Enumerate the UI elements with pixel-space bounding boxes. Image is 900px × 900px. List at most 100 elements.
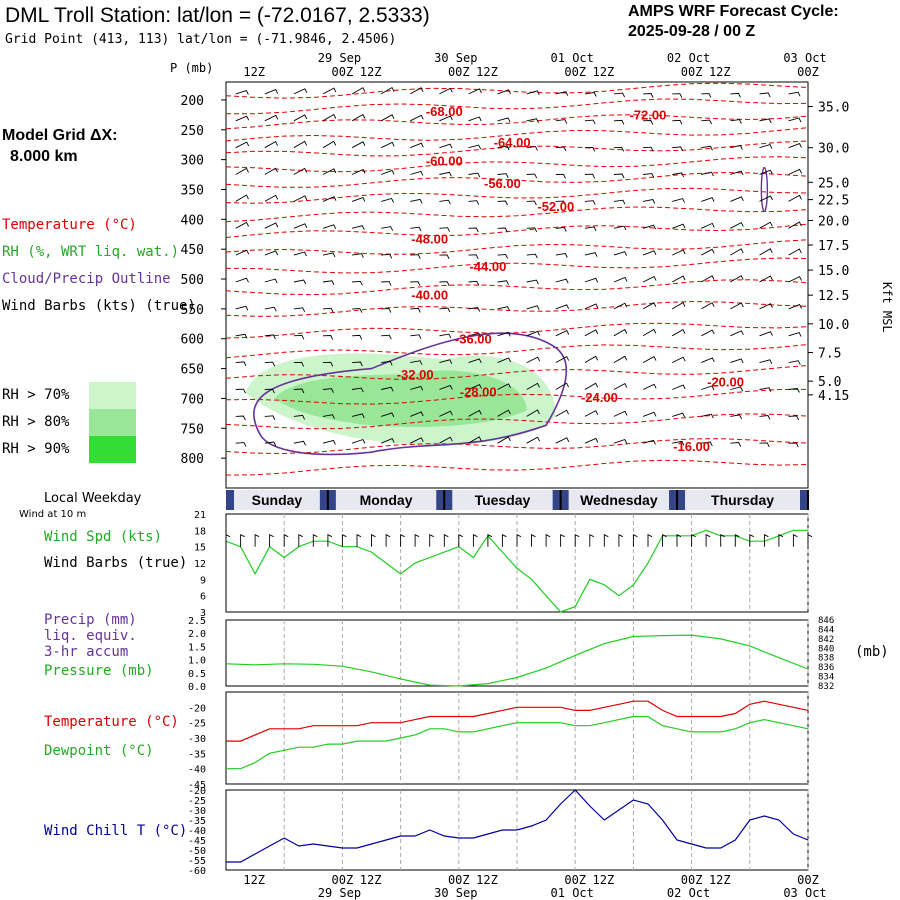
wind-barb xyxy=(439,410,453,417)
wind-barb xyxy=(555,409,570,417)
temperature-contour-label: -40.00 xyxy=(411,288,448,303)
wind-barb xyxy=(264,140,279,149)
wind-barb xyxy=(701,222,715,229)
wind-barb xyxy=(264,250,279,256)
wind-barb xyxy=(613,251,628,256)
surface-wind-barb xyxy=(240,533,245,547)
cycle-date: 2025-09-28 / 00 Z xyxy=(628,23,756,40)
wind-barb xyxy=(759,195,773,202)
top-date-label: 29 Sep xyxy=(318,51,361,65)
wind-barb xyxy=(352,361,363,367)
bottom-hour-label: 12Z xyxy=(476,873,498,887)
surface-wind-barb xyxy=(676,533,682,547)
wind-panel-tick-label: 12 xyxy=(194,559,206,570)
kft-tick-label: 30.0 xyxy=(818,142,849,157)
surface-wind-barb xyxy=(807,533,813,547)
temperature-contour-label: -44.00 xyxy=(469,259,506,274)
temperature-line xyxy=(226,700,809,742)
grid-point-subtitle: Grid Point (413, 113) lat/lon = (-71.984… xyxy=(5,32,397,47)
temperature-contour xyxy=(225,140,809,157)
wind-barb xyxy=(497,409,511,417)
wind-barb xyxy=(322,280,335,286)
cycle-title: AMPS WRF Forecast Cycle: xyxy=(628,3,839,20)
wind-barb xyxy=(759,144,773,149)
wind-barb xyxy=(439,307,451,313)
wind-barb xyxy=(381,438,395,444)
wind-barb xyxy=(322,414,335,419)
pressure-tick-label: 650 xyxy=(181,363,204,378)
temperature-series-label: Temperature (°C) xyxy=(44,714,179,730)
windchill-panel-tick-label: -50 xyxy=(188,846,206,857)
wind-barb xyxy=(322,196,337,202)
surface-wind-barb xyxy=(531,533,536,547)
temperature-contour-label: -28.00 xyxy=(460,384,497,399)
surface-wind-barb xyxy=(341,533,347,547)
surface-wind-barb xyxy=(312,533,318,547)
wind-barb xyxy=(235,415,246,421)
surface-wind-barb xyxy=(225,533,231,547)
wind-panel-tick-label: 9 xyxy=(200,575,206,586)
wind-barb xyxy=(497,280,510,286)
top-hour-label: 00Z xyxy=(681,65,703,79)
wind-barb xyxy=(642,302,657,310)
windchill-panel-tick-label: -35 xyxy=(188,816,206,827)
surface-wind-barb xyxy=(501,533,507,547)
wind-panel-tick-label: 21 xyxy=(194,510,206,521)
wind-barb xyxy=(526,90,540,96)
wind-barb xyxy=(351,225,365,230)
temperature-contour xyxy=(225,438,809,455)
wind-barb xyxy=(410,360,423,365)
wind-barb xyxy=(322,87,337,95)
wind-barb xyxy=(759,359,773,365)
wind-barb xyxy=(555,330,570,337)
precip-label: Precip (mm) xyxy=(44,612,137,628)
wind-barb xyxy=(672,172,685,178)
wind-barb xyxy=(293,251,307,257)
cloud-outline-small xyxy=(760,166,769,213)
kft-axis-label: Kft MSL xyxy=(880,282,894,333)
wind-barb xyxy=(410,334,422,340)
pressure-axis-label: P (mb) xyxy=(170,61,214,75)
wind-barb xyxy=(439,436,453,444)
pressure-tick-label: 600 xyxy=(181,333,204,348)
surface-wind-barb xyxy=(662,533,667,547)
wind-barb xyxy=(584,437,599,444)
wind-barb xyxy=(642,250,657,256)
wind-barb xyxy=(613,146,625,152)
wind-barb xyxy=(788,388,800,393)
rh-70-swatch xyxy=(89,382,136,409)
surface-wind-barb xyxy=(400,533,405,547)
wind-barb xyxy=(701,329,715,337)
temperature-contour xyxy=(225,187,809,204)
wind-barb xyxy=(264,194,279,202)
wind-barb xyxy=(468,254,479,260)
bottom-hour-label: 12Z xyxy=(360,873,382,887)
wind-barb xyxy=(381,334,392,340)
wind-barb xyxy=(584,226,597,232)
wind-barb xyxy=(584,119,596,125)
wind-barb xyxy=(410,254,421,259)
wind-barb xyxy=(410,198,423,204)
wind-barb xyxy=(643,173,655,178)
wind-barb xyxy=(701,357,715,364)
wind-barb xyxy=(410,307,421,313)
temperature-contour xyxy=(225,365,809,380)
surface-wind-barb xyxy=(283,533,289,547)
wind-barb xyxy=(322,168,337,175)
pressure-unit-label: (mb) xyxy=(855,644,889,660)
bottom-hour-label: 12Z xyxy=(593,873,615,887)
wind-barb xyxy=(293,361,305,367)
wind-barb xyxy=(497,227,508,233)
wind-barb xyxy=(497,200,508,206)
temperature-contour xyxy=(225,322,809,339)
windchill-panel-tick-label: -20 xyxy=(188,786,206,797)
windchill-panel-tick-label: -60 xyxy=(188,866,206,877)
wind-barb xyxy=(235,141,250,149)
wind-barb xyxy=(526,118,539,124)
wind-barb xyxy=(468,409,482,417)
wind-barb xyxy=(264,415,276,421)
surface-wind-barb xyxy=(385,533,391,547)
wind-barb xyxy=(759,331,773,337)
wind-barb xyxy=(235,115,250,122)
